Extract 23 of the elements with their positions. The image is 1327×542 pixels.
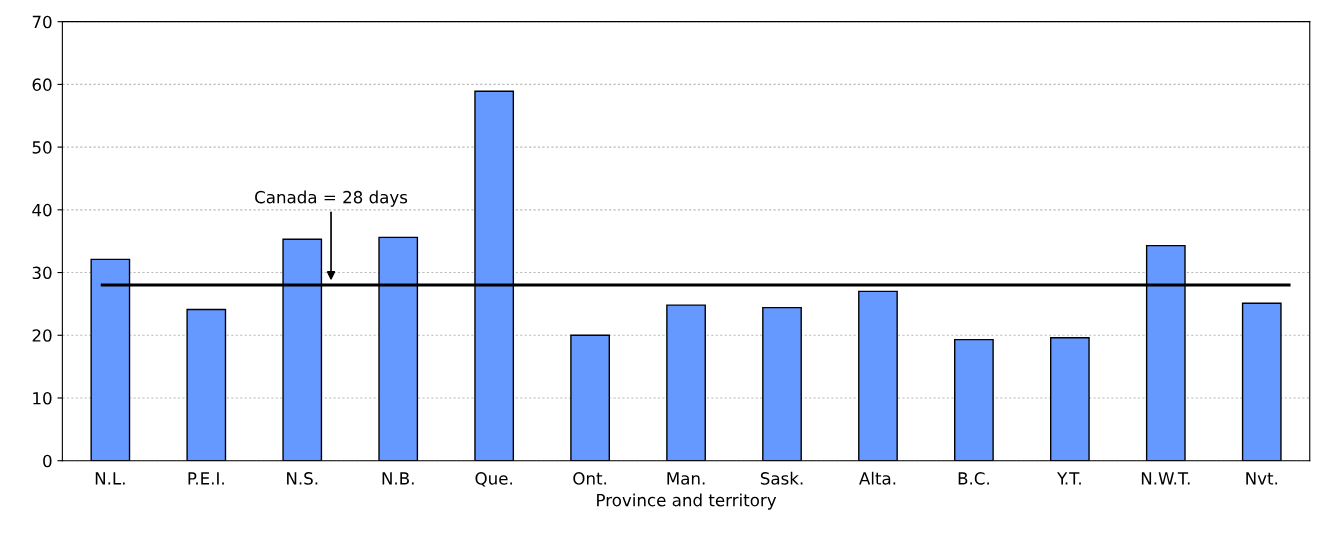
y-tick-label: 70 [32, 15, 52, 29]
x-tick-label: Man. [667, 472, 705, 485]
x-tick-label: B.C. [958, 472, 989, 485]
ref-line-label: Canada = 28 days [255, 190, 408, 207]
y-tick-label: 40 [32, 203, 52, 217]
y-tick-label: 50 [32, 141, 52, 154]
x-tick-label: Sask. [760, 471, 803, 485]
x-tick-label: Nvt. [1246, 472, 1278, 485]
y-tick-label: 30 [32, 266, 52, 280]
y-tick-label: 10 [33, 391, 52, 405]
y-tick-label: 0 [43, 454, 52, 468]
x-tick-label: N.B. [382, 472, 414, 485]
x-tick-label: Que. [475, 472, 512, 487]
x-tick-label: P.E.I. [188, 472, 224, 485]
y-tick-label: 60 [32, 78, 52, 91]
x-tick-label: N.L. [95, 472, 125, 485]
x-tick-label: Y.T. [1057, 472, 1081, 485]
x-tick-label: Ont. [573, 472, 607, 485]
y-tick-label: 20 [32, 329, 52, 342]
x-tick-label: N.W.T. [1141, 472, 1190, 485]
x-tick-label: Alta. [859, 471, 896, 485]
x-axis-title: Province and territory [597, 493, 777, 510]
x-tick-label: N.S. [287, 472, 318, 485]
